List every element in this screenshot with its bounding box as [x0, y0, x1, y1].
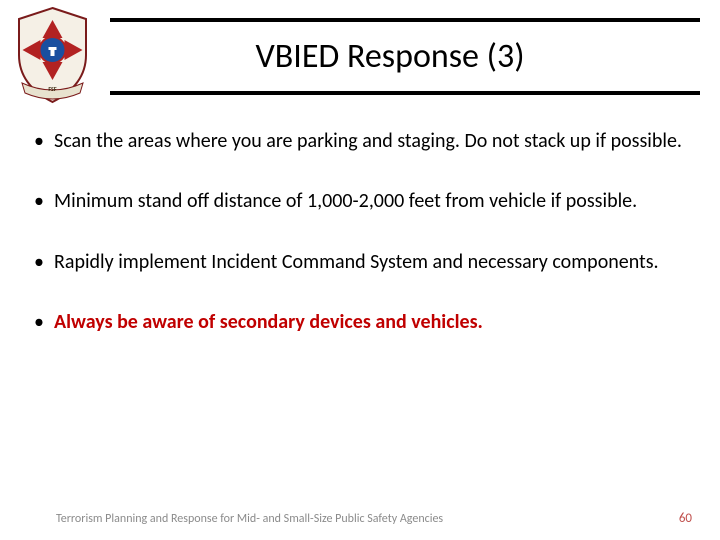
- footer-text: Terrorism Planning and Response for Mid-…: [56, 512, 443, 526]
- bullet-item: Scan the areas where you are parking and…: [28, 129, 692, 153]
- svg-text:FSF: FSF: [48, 85, 57, 93]
- bullet-list: Scan the areas where you are parking and…: [28, 129, 692, 335]
- bullet-item: Minimum stand off distance of 1,000-2,00…: [28, 189, 692, 213]
- slide-footer: Terrorism Planning and Response for Mid-…: [0, 511, 720, 526]
- page-number: 60: [679, 511, 692, 526]
- slide-header: FSF VBIED Response (3): [0, 0, 720, 95]
- bullet-item: Rapidly implement Incident Command Syste…: [28, 250, 692, 274]
- slide-title: VBIED Response (3): [10, 22, 710, 91]
- org-logo: FSF: [10, 5, 95, 105]
- header-rule-bottom: [110, 91, 700, 95]
- bullet-item-emphasis: Always be aware of secondary devices and…: [28, 310, 692, 334]
- slide-body: Scan the areas where you are parking and…: [0, 95, 720, 335]
